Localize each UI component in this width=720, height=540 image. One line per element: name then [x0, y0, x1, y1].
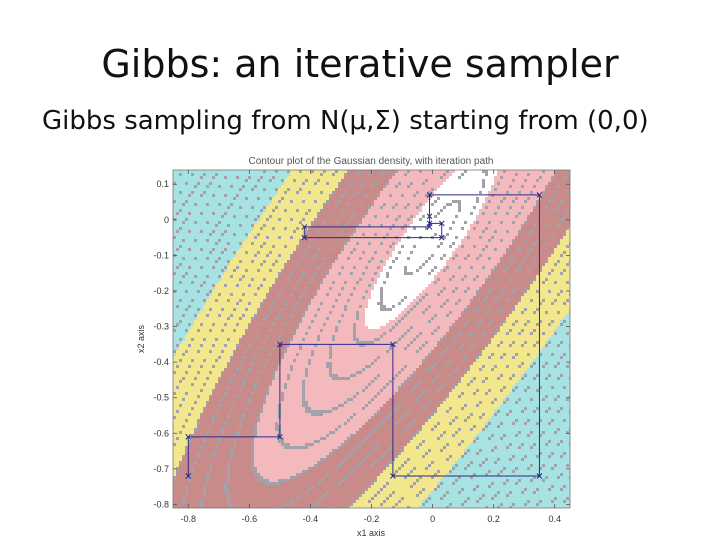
path-point-marker	[426, 224, 433, 230]
y-tick-label: -0.6	[153, 428, 169, 438]
path-point-marker	[536, 192, 543, 198]
path-point-marker	[301, 234, 308, 241]
x-tick-label: -0.6	[242, 514, 258, 524]
contour-plot: Contour plot of the Gaussian density, wi…	[136, 156, 571, 538]
y-tick-label: -0.7	[153, 464, 169, 474]
path-point-marker	[390, 473, 396, 479]
y-tick-label: -0.4	[153, 357, 169, 367]
axis-ticks: -0.8 -0.6 -0.4 -0.2 0 0.2 0.4 0.1 0 -0.1 -0.2 -0.3 -…	[153, 170, 570, 524]
x-axis-label: x1 axis	[357, 528, 386, 538]
y-axis-label: x2 axis	[136, 324, 146, 353]
contour-figure: Contour plot of the Gaussian density, wi…	[130, 152, 590, 540]
x-tick-label: 0.2	[487, 514, 500, 524]
x-tick-label: -0.2	[364, 514, 380, 524]
y-tick-label: -0.5	[153, 393, 169, 403]
y-tick-label: -0.2	[153, 286, 169, 296]
density-heatmap	[173, 170, 570, 508]
path-point-marker	[390, 341, 396, 348]
y-tick-label: 0.1	[156, 179, 169, 189]
x-tick-label: 0	[430, 514, 435, 524]
path-point-marker	[426, 192, 433, 198]
slide-title: Gibbs: an iterative sampler	[101, 42, 619, 86]
slide-subtitle: Gibbs sampling from N(μ,Σ) starting from…	[42, 106, 649, 136]
plot-title: Contour plot of the Gaussian density, wi…	[249, 156, 494, 167]
path-point-marker	[438, 220, 445, 227]
path-point-marker	[185, 433, 192, 440]
path-point-marker	[301, 224, 308, 230]
path-line	[187, 194, 540, 477]
y-tick-label: 0	[164, 215, 169, 225]
y-tick-label: -0.1	[153, 250, 169, 260]
path-point-marker	[536, 473, 543, 479]
path-point-marker	[438, 234, 445, 241]
path-point-marker	[277, 341, 283, 348]
path-point-marker	[426, 213, 433, 220]
path-point-marker	[277, 433, 283, 440]
y-tick-label: -0.8	[153, 499, 169, 509]
y-tick-label: -0.3	[153, 322, 169, 332]
x-tick-label: 0.4	[548, 514, 561, 524]
x-tick-label: -0.8	[181, 514, 197, 524]
path-point-marker	[185, 473, 192, 479]
iteration-path	[185, 192, 543, 479]
x-tick-label: -0.4	[303, 514, 319, 524]
